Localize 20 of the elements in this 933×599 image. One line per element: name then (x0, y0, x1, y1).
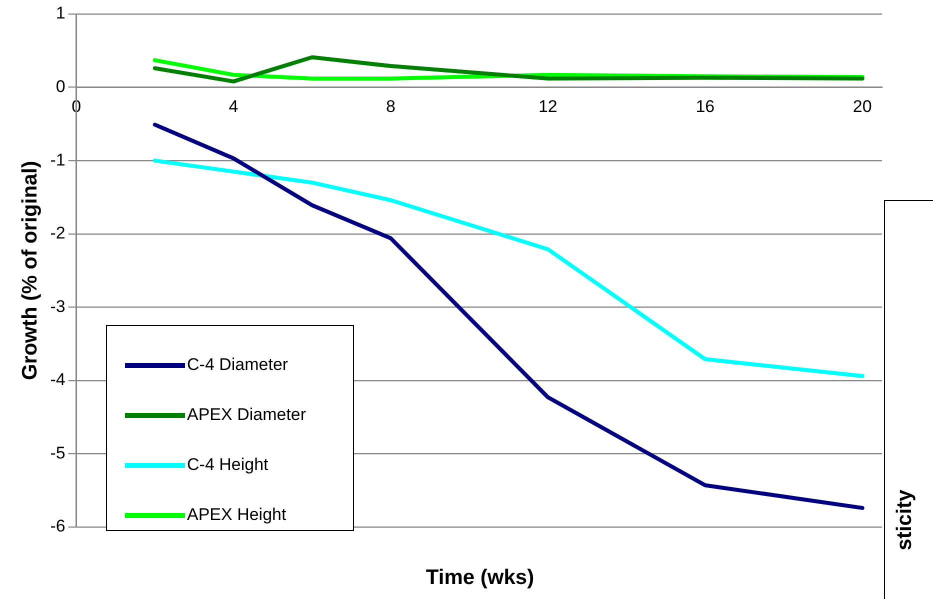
legend-label: APEX Height (187, 505, 286, 525)
text: sticity (893, 488, 917, 552)
x-tick-label: 20 (852, 97, 872, 116)
y-tick-label: -1 (50, 150, 66, 170)
y-tick-label: -6 (50, 516, 66, 536)
x-tick-label: 12 (538, 97, 558, 116)
legend-label: C-4 Height (187, 455, 268, 475)
y-tick-label: -5 (50, 443, 66, 462)
legend-label: APEX Diameter (187, 405, 306, 425)
y-tick-label: 0 (56, 76, 66, 96)
legend-label: C-4 Diameter (187, 355, 288, 375)
y-tick-label: -2 (50, 224, 66, 243)
x-tick-label: 4 (228, 97, 238, 116)
x-axis-title: Time (wks) (424, 566, 536, 590)
x-tick-label: 16 (696, 97, 715, 116)
x-tick-label: 8 (386, 97, 396, 116)
y-tick-label: 1 (56, 4, 66, 23)
y-axis-title: Growth (% of original) (18, 160, 42, 380)
y-tick-label: -4 (50, 370, 66, 390)
y-tick-label: -3 (50, 296, 66, 316)
